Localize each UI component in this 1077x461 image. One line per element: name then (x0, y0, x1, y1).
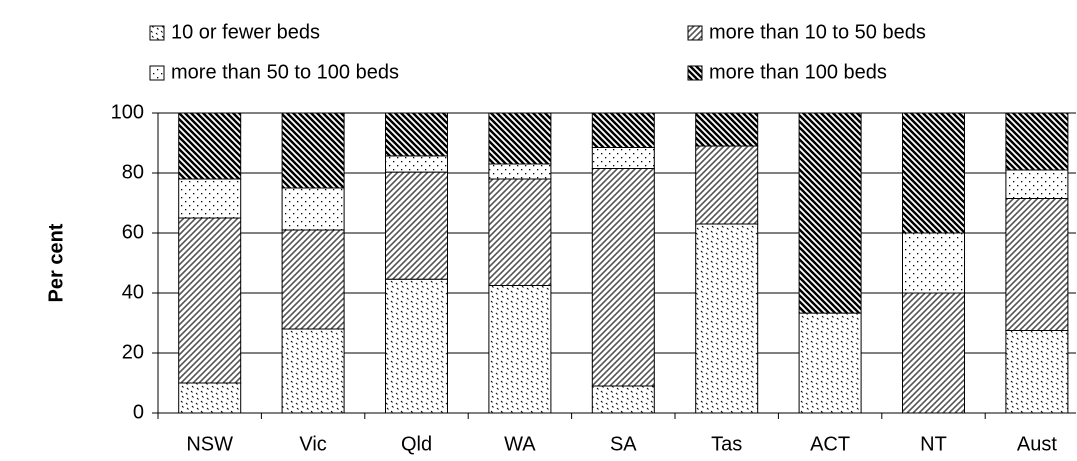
x-tick-label: Vic (299, 433, 326, 455)
bar-segment (798, 312, 862, 414)
bar-segment (591, 147, 655, 169)
x-tick-label: Qld (401, 433, 432, 455)
bar-segment (178, 217, 242, 384)
x-tick-label: ACT (810, 433, 850, 455)
x-tick-label: NSW (186, 433, 233, 455)
bar-segment (488, 163, 552, 180)
bar-segment (178, 382, 242, 414)
legend-swatch (149, 65, 165, 81)
y-axis-label: Per cent (45, 223, 67, 302)
bar-segment (488, 112, 552, 165)
bar-segment (695, 223, 759, 414)
legend-label: 10 or fewer beds (171, 21, 320, 43)
bar-segment (1005, 198, 1069, 331)
bar-segment (902, 232, 965, 294)
bar-segment (798, 112, 862, 314)
y-tick-label: 100 (111, 101, 144, 123)
y-tick-label: 60 (122, 221, 144, 243)
legend-swatch (687, 65, 703, 81)
bar-segment (178, 112, 242, 180)
bar-segment (385, 171, 448, 280)
bar-segment (695, 112, 759, 147)
legend-swatch (149, 25, 165, 41)
legend-label: more than 10 to 50 beds (709, 21, 926, 43)
x-tick-label: Tas (711, 433, 742, 455)
bar-segment (1005, 330, 1069, 414)
x-tick-label: WA (504, 433, 536, 455)
bar-segment (281, 112, 345, 189)
bar-segment (1005, 169, 1069, 199)
bar-segment (385, 112, 448, 157)
bar-segment (902, 112, 965, 234)
bar-segment (488, 178, 552, 286)
bar-segment (281, 229, 345, 330)
y-tick-label: 80 (122, 161, 144, 183)
bar-segment (695, 145, 759, 225)
bar-segment (488, 285, 552, 414)
legend-label: more than 50 to 100 beds (171, 61, 399, 83)
y-tick-label: 40 (122, 281, 144, 303)
x-tick-label: NT (920, 433, 947, 455)
x-tick-label: SA (610, 433, 637, 455)
bar-segment (281, 328, 345, 414)
bar-segment (281, 187, 345, 231)
bar-segment (385, 155, 448, 173)
legend-swatch (687, 25, 703, 41)
y-tick-label: 20 (122, 341, 144, 363)
bar-segment (1005, 112, 1069, 171)
legend-label: more than 100 beds (709, 61, 887, 83)
bar-segment (591, 168, 655, 387)
x-tick-label: Aust (1017, 433, 1057, 455)
y-tick-label: 0 (133, 401, 144, 423)
bar-segment (385, 278, 448, 414)
bar-segment (902, 292, 965, 414)
bar-segment (178, 178, 242, 219)
bar-segment (591, 385, 655, 414)
bar-segment (591, 112, 655, 148)
